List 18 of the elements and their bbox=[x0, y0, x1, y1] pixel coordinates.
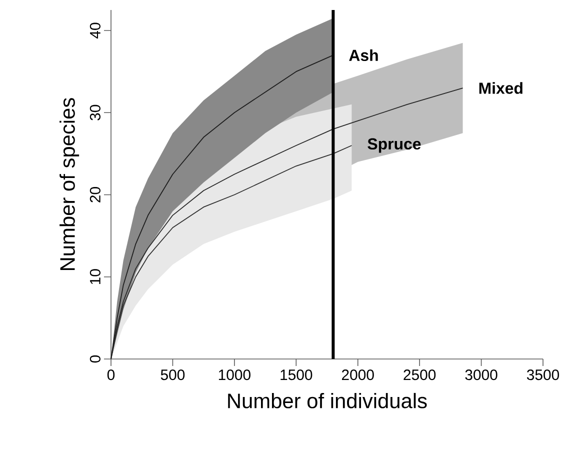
x-tick-label: 500 bbox=[160, 370, 185, 380]
series-label: Ash bbox=[349, 49, 378, 62]
x-tick-label: 3500 bbox=[526, 370, 560, 380]
y-tick-label: 20 bbox=[90, 187, 100, 202]
series-label: Mixed bbox=[479, 82, 522, 94]
y-tick-label: 0 bbox=[90, 355, 100, 363]
x-tick-label: 1500 bbox=[280, 370, 312, 380]
y-tick-label: 40 bbox=[90, 22, 100, 38]
x-tick-label: 0 bbox=[107, 370, 115, 380]
y-tick-label: 30 bbox=[90, 104, 100, 120]
y-tick-label: 10 bbox=[90, 269, 100, 284]
y-axis-title: Number of species bbox=[60, 98, 80, 270]
x-tick-label: 1000 bbox=[218, 370, 250, 380]
x-tick-label: 2500 bbox=[404, 370, 436, 380]
x-tick-label: 3000 bbox=[465, 370, 498, 380]
x-axis-title: Number of individuals bbox=[228, 392, 427, 408]
x-tick-label: 2000 bbox=[342, 370, 374, 380]
series-label: Spruce bbox=[368, 138, 421, 153]
